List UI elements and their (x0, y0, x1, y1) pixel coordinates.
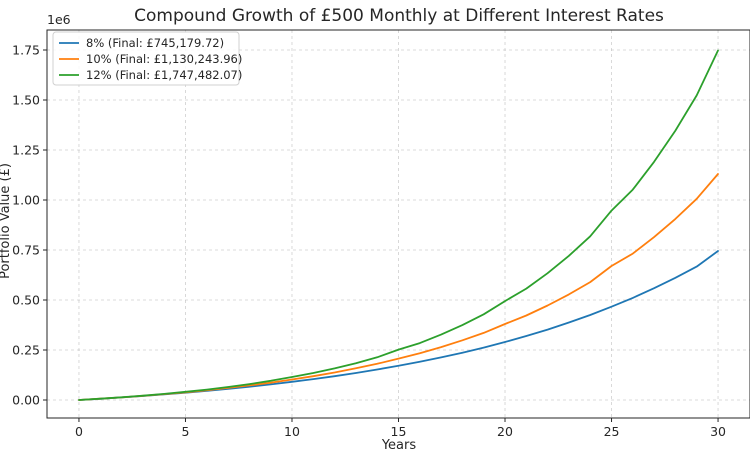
y-tick-label: 0.25 (12, 343, 40, 358)
x-tick-label: 25 (604, 424, 620, 439)
y-tick-label: 0.00 (12, 393, 40, 408)
legend-label-2: 12% (Final: £1,747,482.07) (86, 68, 242, 82)
y-tick-label: 1.25 (12, 143, 40, 158)
x-tick-label: 5 (181, 424, 189, 439)
legend-box (52, 31, 240, 86)
y-axis-offset-text: 1e6 (47, 12, 71, 27)
series-line-2 (78, 49, 719, 401)
y-tick-label: 0.75 (12, 243, 40, 258)
x-tick-label: 15 (391, 424, 407, 439)
y-tick-label: 1.50 (12, 93, 40, 108)
x-axis-label: Years (381, 438, 417, 453)
y-tick-label: 1.00 (12, 193, 40, 208)
series-lines (78, 49, 719, 401)
chart-title: Compound Growth of £500 Monthly at Diffe… (134, 6, 664, 26)
legend-label-0: 8% (Final: £745,179.72) (86, 36, 224, 50)
grid (47, 30, 750, 418)
x-tick-label: 10 (284, 424, 300, 439)
x-tick-label: 0 (75, 424, 83, 439)
y-axis-label: Portfolio Value (£) (0, 163, 13, 279)
y-tick-label: 0.50 (12, 293, 40, 308)
axes: 0 5 10 15 20 25 30 0.00 0.25 0.50 0.75 1.00 1.25 1.50… (12, 29, 750, 439)
legend: 8% (Final: £745,179.72) 10% (Final: £1,13… (52, 31, 242, 86)
y-tick-label: 1.75 (12, 43, 40, 58)
legend-label-1: 10% (Final: £1,130,243.96) (86, 52, 242, 66)
x-tick-label: 30 (710, 424, 726, 439)
x-tick-label: 20 (497, 424, 513, 439)
